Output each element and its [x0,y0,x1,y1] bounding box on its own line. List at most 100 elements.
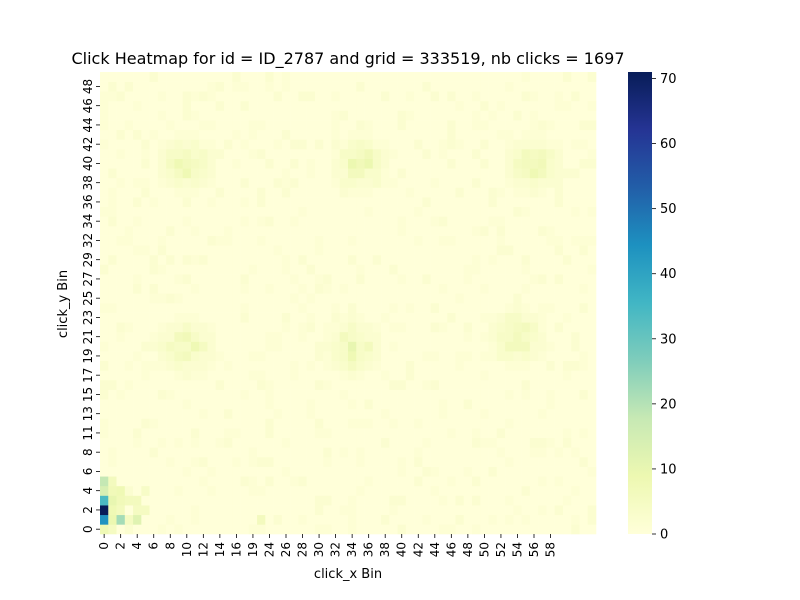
heatmap-cell [339,380,349,390]
heatmap-cell [455,216,465,227]
heatmap-cell [538,408,547,419]
heatmap-cell [414,168,423,179]
heatmap-cell [124,351,134,362]
heatmap-cell [463,197,473,208]
heatmap-cell [331,389,341,400]
heatmap-cell [447,476,456,487]
heatmap-cell [298,322,307,333]
heatmap-cell [571,245,580,256]
heatmap-cell [232,235,241,246]
heatmap-cell [430,495,440,506]
heatmap-cell [587,264,597,275]
heatmap-cell [149,100,159,111]
heatmap-cell [480,264,489,275]
heatmap-cell [174,476,183,487]
heatmap-cell [215,418,225,429]
heatmap-cell [257,322,266,333]
heatmap-cell [314,389,324,400]
heatmap-cell [157,380,167,390]
heatmap-cell [505,226,514,236]
heatmap-cell [505,466,514,477]
heatmap-cell [538,418,547,429]
heatmap-cell [215,447,225,458]
heatmap-cell [538,100,547,111]
heatmap-cell [124,81,134,92]
heatmap-cell [546,322,555,333]
heatmap-cell [100,245,109,256]
heatmap-cell [571,457,580,467]
heatmap-cell [422,380,431,390]
heatmap-cell [182,81,192,92]
heatmap-cell [224,447,233,458]
heatmap-cell [562,168,572,179]
heatmap-cell [265,505,274,516]
heatmap-cell [538,303,547,313]
heatmap-cell [529,476,539,487]
heatmap-cell [430,216,440,227]
heatmap-cell [100,168,109,179]
heatmap-cell [116,216,126,227]
y-tick-label: 4 [81,487,95,495]
heatmap-cell [397,158,407,169]
heatmap-cell [248,466,258,477]
heatmap-cell [430,476,440,487]
heatmap-cell [257,303,266,313]
heatmap-cell [298,129,307,140]
heatmap-cell [455,418,465,429]
heatmap-cell [579,428,589,439]
heatmap-cell [488,360,498,371]
heatmap-cell [133,408,142,419]
heatmap-cell [141,149,150,159]
heatmap-cell [314,245,324,256]
heatmap-cell [190,226,200,236]
heatmap-cell [232,187,241,198]
heatmap-cell [290,341,299,352]
heatmap-cell [157,254,167,265]
heatmap-cell [397,100,407,111]
heatmap-cell [513,428,522,439]
heatmap-cell [463,91,473,102]
heatmap-cell [290,81,299,92]
heatmap-cell [124,245,134,256]
heatmap-cell [414,293,423,304]
heatmap-cell [455,120,465,131]
heatmap-cell [281,283,291,294]
heatmap-cell [257,283,266,294]
heatmap-cell [273,303,283,313]
heatmap-cell [182,110,192,121]
heatmap-cell [248,197,258,208]
heatmap-cell [438,466,448,477]
heatmap-cell [248,274,258,285]
heatmap-cell [356,187,365,198]
heatmap-cell [182,72,192,82]
heatmap-cell [571,322,580,333]
heatmap-cell [405,187,415,198]
heatmap-cell [339,331,349,342]
heatmap-cell [356,389,365,400]
heatmap-cell [364,322,374,333]
heatmap-cell [174,303,183,313]
heatmap-cell [463,110,473,121]
y-tick-label: 19 [81,348,95,363]
heatmap-cell [538,129,547,140]
heatmap-cell [290,447,299,458]
heatmap-cell [124,235,134,246]
heatmap-cell [447,283,456,294]
heatmap-cell [405,360,415,371]
heatmap-cell [356,418,365,429]
heatmap-cell [124,389,134,400]
heatmap-cell [248,129,258,140]
heatmap-cell [414,72,423,82]
heatmap-cell [108,197,117,208]
heatmap-cell [257,235,266,246]
heatmap-cell [116,120,126,131]
heatmap-cell [108,235,117,246]
heatmap-cell [166,100,175,111]
heatmap-cell [405,437,415,448]
heatmap-cell [124,197,134,208]
heatmap-cell [455,283,465,294]
heatmap-cell [207,447,217,458]
heatmap-cell [116,149,126,159]
heatmap-cell [273,168,283,179]
heatmap-cell [224,370,233,381]
